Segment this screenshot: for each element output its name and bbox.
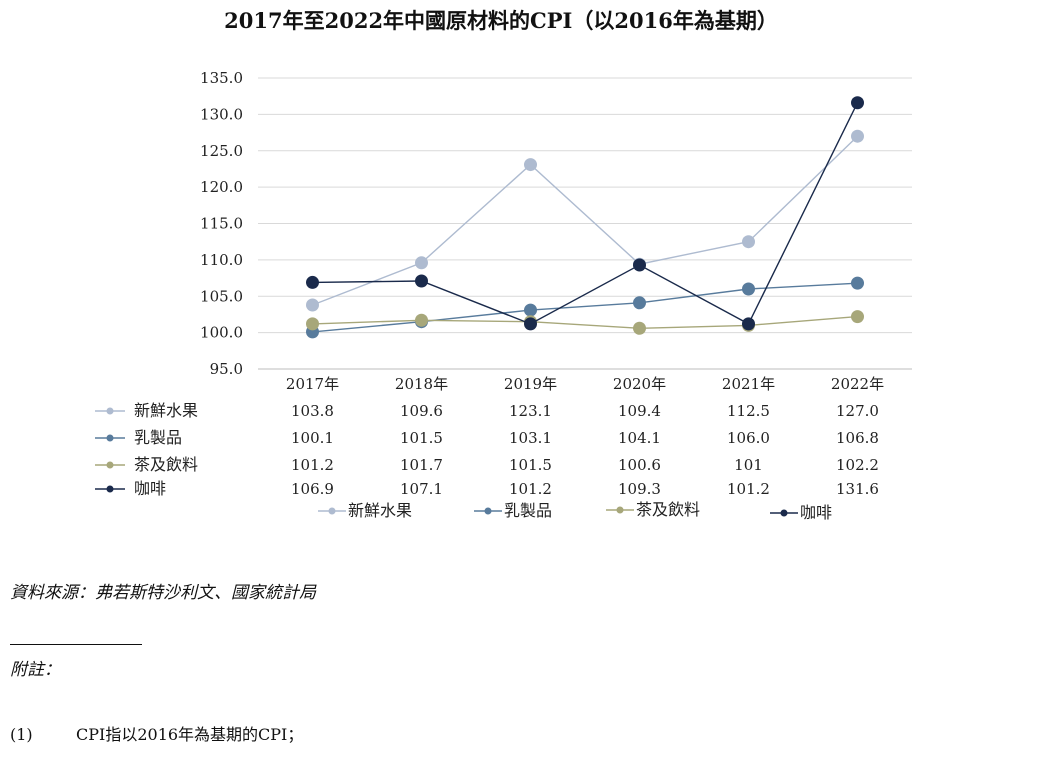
table-cell: 109.4 [618, 402, 661, 420]
table-cell: 101.2 [509, 480, 552, 498]
legend-marker [780, 509, 788, 517]
table-cell: 100.6 [618, 456, 661, 474]
data-point [851, 276, 864, 290]
y-tick-label: 125.0 [200, 142, 243, 160]
chart-title: 2017年至2022年中國原材料的CPI（以2016年為基期） [224, 8, 778, 33]
table-cell: 123.1 [509, 402, 552, 420]
x-tick-label: 2022年 [831, 375, 884, 393]
data-point [415, 256, 428, 270]
notes-heading: 附註： [10, 660, 61, 680]
table-series-name: 咖啡 [134, 479, 166, 498]
footnote-text: CPI指以2016年為基期的CPI； [76, 725, 304, 744]
table-series-name: 乳製品 [134, 428, 182, 447]
table-cell: 112.5 [727, 402, 770, 420]
y-tick-label: 115.0 [200, 215, 243, 233]
x-tick-label: 2020年 [613, 375, 666, 393]
series-line-3 [312, 102, 859, 325]
data-point [415, 274, 428, 288]
y-tick-label: 110.0 [200, 251, 243, 269]
data-point [306, 298, 319, 312]
table-cell: 101.7 [400, 456, 443, 474]
y-tick-label: 130.0 [200, 105, 243, 123]
table-cell: 109.6 [400, 402, 443, 420]
table-legend-marker [106, 407, 114, 415]
data-point [851, 129, 864, 143]
table-cell: 106.0 [727, 429, 770, 447]
data-point [633, 258, 646, 272]
table-series-name: 茶及飲料 [134, 455, 198, 474]
legend-label: 茶及飲料 [636, 500, 700, 519]
y-tick-label: 120.0 [200, 178, 243, 196]
table-cell: 106.8 [836, 429, 879, 447]
footnote-number: (1) [10, 725, 33, 744]
legend-label: 乳製品 [504, 501, 552, 520]
divider-line [10, 644, 142, 645]
data-point [306, 275, 319, 289]
data-point [742, 317, 755, 331]
data-point [742, 282, 755, 296]
legend-label: 新鮮水果 [348, 501, 412, 520]
table-legend-marker [106, 434, 114, 442]
table-cell: 100.1 [291, 429, 334, 447]
data-point [633, 321, 646, 335]
data-point [524, 158, 537, 172]
table-cell: 103.1 [509, 429, 552, 447]
data-point [524, 317, 537, 331]
table-cell: 103.8 [291, 402, 334, 420]
legend-marker [328, 507, 336, 515]
table-cell: 109.3 [618, 480, 661, 498]
legend-marker [616, 506, 624, 514]
table-cell: 131.6 [836, 480, 879, 498]
table-cell: 101.2 [727, 480, 770, 498]
series-line-2 [312, 315, 858, 330]
table-cell: 106.9 [291, 480, 334, 498]
table-series-name: 新鮮水果 [134, 401, 198, 420]
y-tick-label: 105.0 [200, 287, 243, 305]
x-tick-label: 2018年 [395, 375, 448, 393]
table-cell: 104.1 [618, 429, 661, 447]
table-cell: 102.2 [836, 456, 879, 474]
y-tick-label: 135.0 [200, 69, 243, 87]
data-point [851, 310, 864, 324]
series-line-0 [312, 135, 858, 306]
table-legend-marker [106, 461, 114, 469]
data-point [524, 303, 537, 317]
y-tick-label: 100.0 [200, 324, 243, 342]
x-tick-label: 2019年 [504, 375, 557, 393]
x-tick-label: 2017年 [286, 375, 339, 393]
table-cell: 101.2 [291, 456, 334, 474]
source-note: 資料來源：弗若斯特沙利文、國家統計局 [10, 583, 316, 603]
data-point [742, 235, 755, 249]
data-point [633, 296, 646, 310]
table-cell: 101.5 [400, 429, 443, 447]
table-cell: 101.5 [509, 456, 552, 474]
table-cell: 107.1 [400, 480, 443, 498]
cpi-line-chart: 2017年至2022年中國原材料的CPI（以2016年為基期） 95.0 100.0… [95, 8, 912, 522]
table-legend-marker [106, 485, 114, 493]
y-tick-label: 95.0 [210, 360, 243, 378]
data-point [306, 317, 319, 331]
data-point [415, 313, 428, 327]
legend-label: 咖啡 [800, 503, 832, 522]
table-cell: 127.0 [836, 402, 879, 420]
table-cell: 101 [734, 456, 763, 474]
footnote-1: (1) CPI指以2016年為基期的CPI； [10, 721, 303, 745]
data-point [851, 96, 864, 110]
x-tick-label: 2021年 [722, 375, 775, 393]
legend-marker [484, 507, 492, 515]
